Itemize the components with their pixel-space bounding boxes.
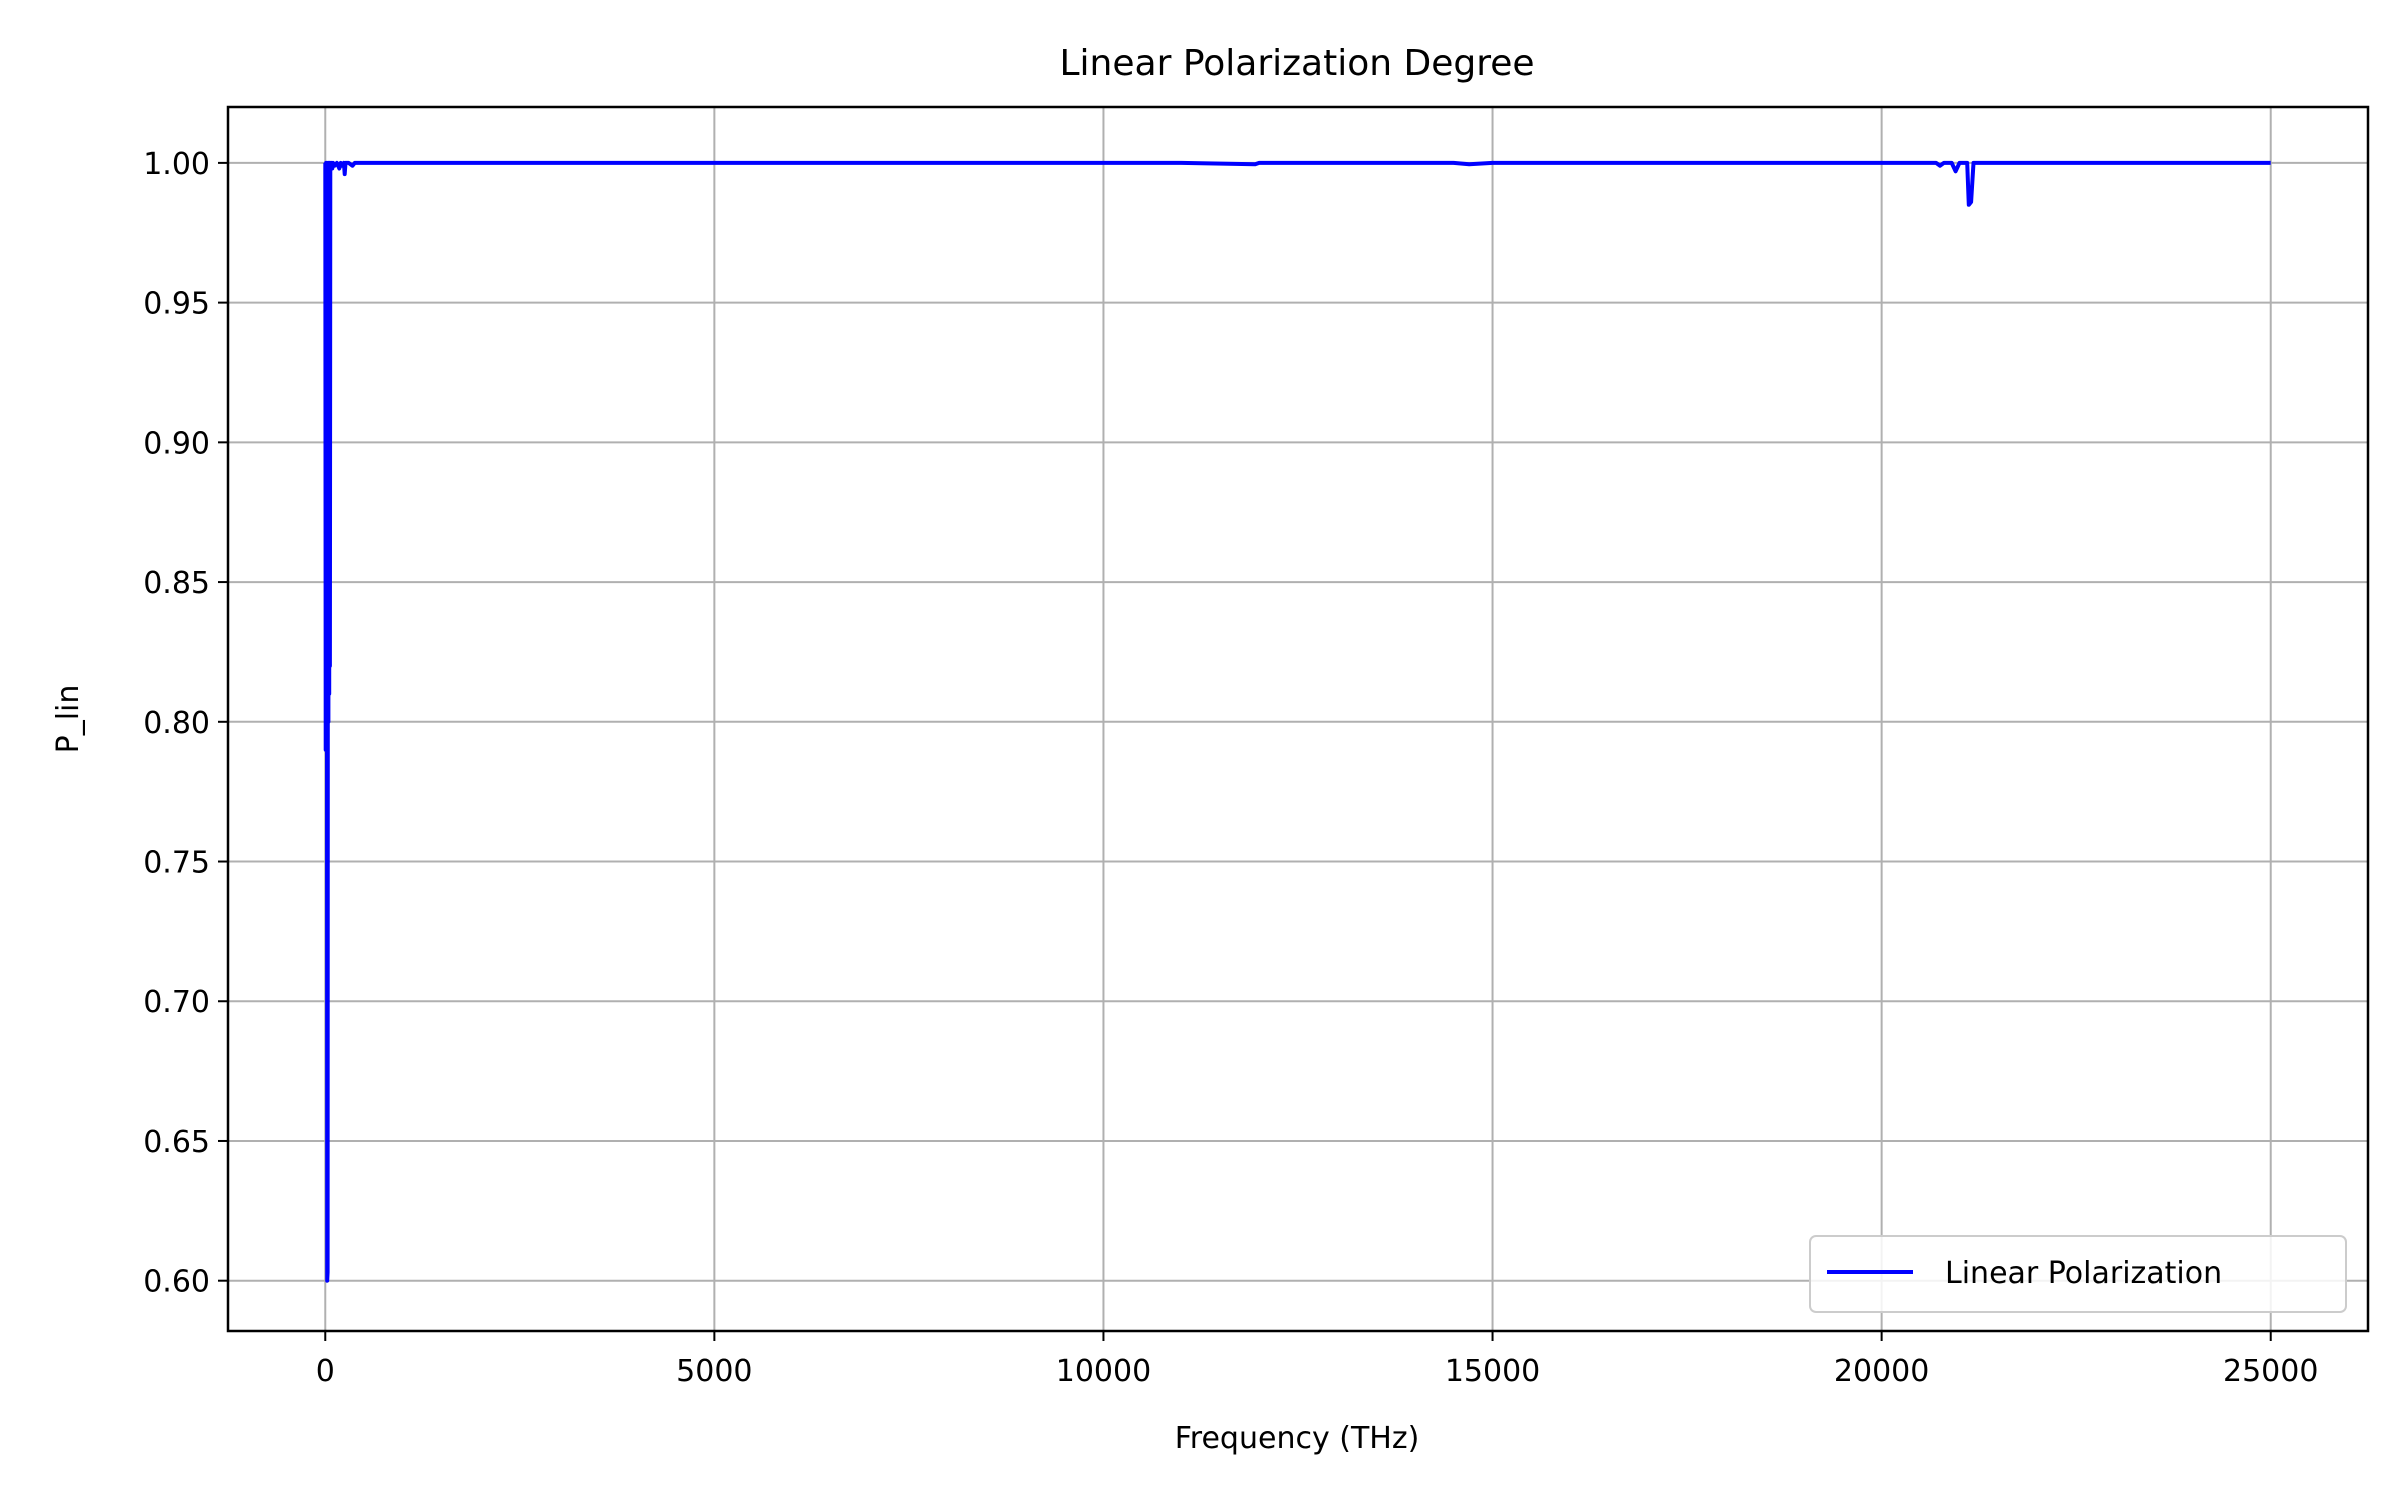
y-tick-label: 0.85 (143, 566, 210, 601)
y-axis-label: P_lin (51, 685, 86, 754)
y-tick-label: 0.90 (143, 426, 210, 461)
x-axis-ticks: 0 5000 10000 15000 20000 25000 (316, 1331, 2318, 1389)
series-line-linear-polarization (323, 160, 2271, 1283)
y-tick-label: 0.70 (143, 985, 210, 1020)
y-tick-label: 1.00 (143, 147, 210, 182)
y-tick-label: 0.65 (143, 1125, 210, 1160)
x-tick-label: 5000 (676, 1354, 752, 1389)
plot-area-frame (226, 105, 2370, 1333)
y-axis-ticks: 0.60 0.65 0.70 0.75 0.80 0.85 0.90 0.95 1.00 (143, 147, 228, 1300)
legend-entry-label: Linear Polarization (1945, 1256, 2222, 1291)
y-tick-label: 0.75 (143, 846, 210, 881)
legend-box (1809, 1235, 2347, 1313)
x-tick-label: 0 (316, 1354, 335, 1389)
chart-title: Linear Polarization Degree (1059, 43, 1534, 84)
x-axis-label: Frequency (THz) (1175, 1421, 1420, 1456)
x-tick-label: 25000 (2223, 1354, 2318, 1389)
y-tick-label: 0.60 (143, 1265, 210, 1300)
x-tick-label: 10000 (1056, 1354, 1151, 1389)
legend: Linear Polarization (1809, 1235, 2347, 1313)
series-lines (323, 160, 2271, 1283)
x-tick-label: 15000 (1445, 1354, 1540, 1389)
y-tick-label: 0.80 (143, 706, 210, 741)
x-tick-label: 20000 (1834, 1354, 1929, 1389)
y-tick-label: 0.95 (143, 287, 210, 322)
